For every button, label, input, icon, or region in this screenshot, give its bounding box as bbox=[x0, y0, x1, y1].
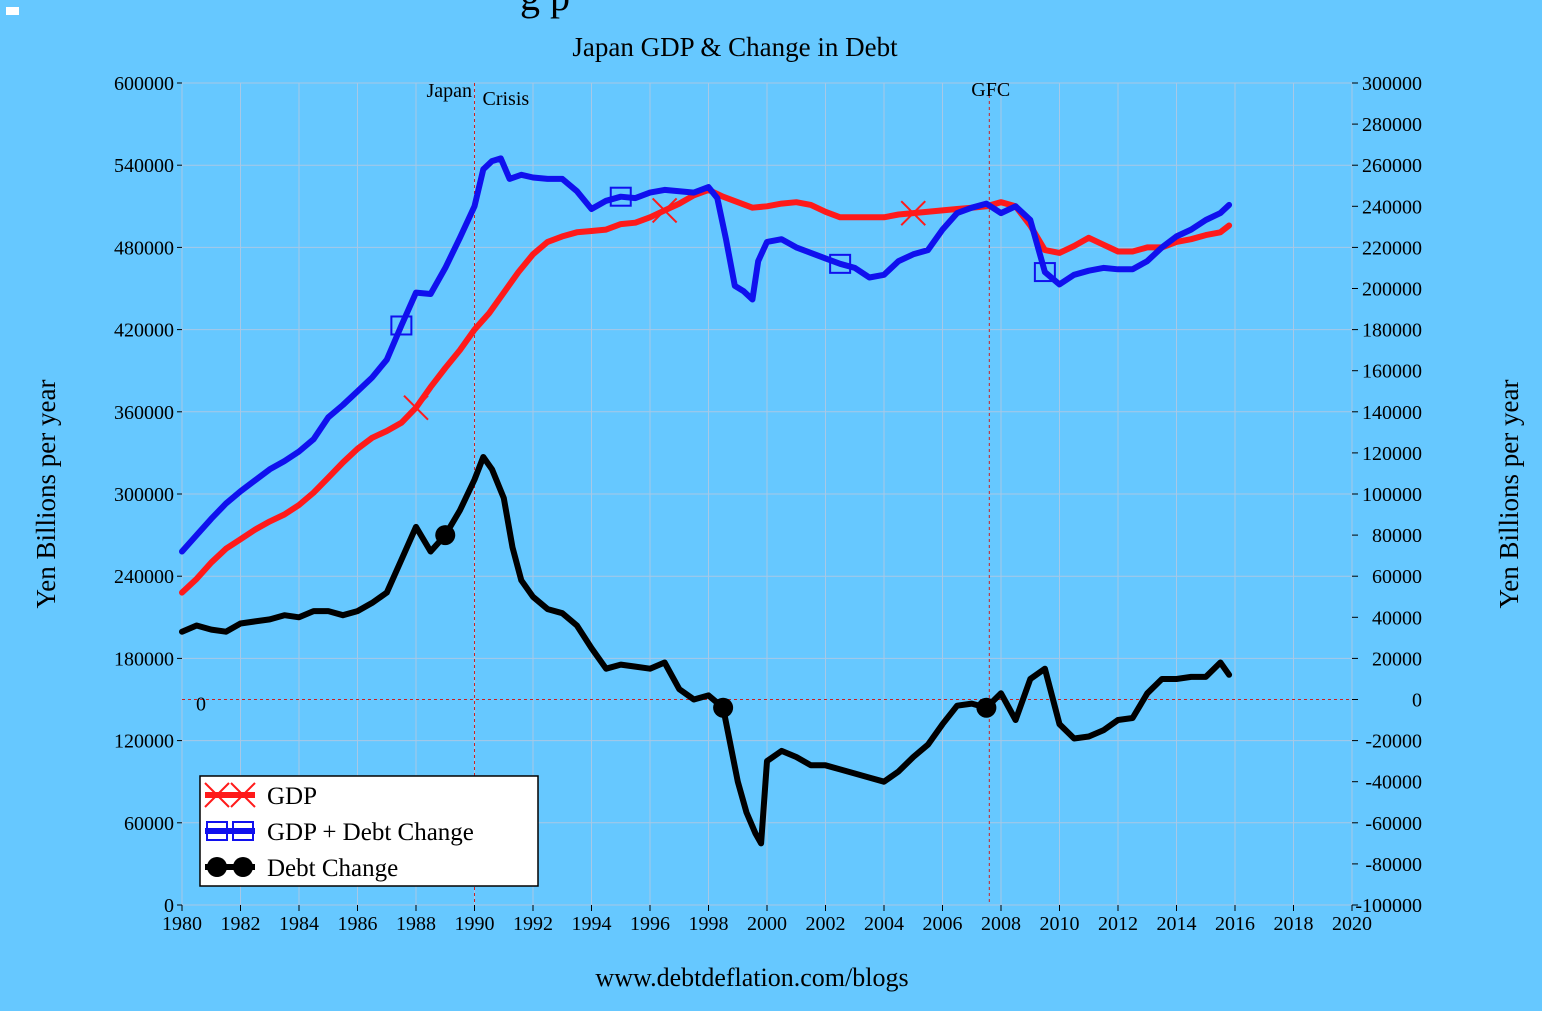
y-right-tick-label: 100000 bbox=[1362, 484, 1422, 506]
y-right-tick-label: 20000 bbox=[1372, 648, 1422, 670]
y-right-tick-label: 160000 bbox=[1362, 361, 1422, 383]
y-left-tick-label: 240000 bbox=[114, 566, 174, 588]
legend-label: GDP + Debt Change bbox=[267, 819, 474, 846]
series-marker bbox=[651, 197, 678, 224]
series-marker bbox=[1033, 262, 1056, 283]
x-tick-label: 2016 bbox=[1215, 913, 1255, 935]
y-left-tick-label: 0 bbox=[164, 895, 174, 917]
legend-label: Debt Change bbox=[267, 855, 398, 882]
series-marker bbox=[435, 525, 456, 546]
y-right-tick-label: 0 bbox=[1412, 690, 1422, 712]
x-tick-label: 1990 bbox=[455, 913, 495, 935]
x-tick-label: 1994 bbox=[572, 913, 612, 935]
zero-line-label: 0 bbox=[196, 694, 206, 716]
x-tick-label: 1984 bbox=[279, 913, 319, 935]
corner-marker bbox=[6, 7, 19, 15]
x-tick-label: 2010 bbox=[1040, 913, 1080, 935]
x-tick-label: 1986 bbox=[338, 913, 378, 935]
series-marker bbox=[232, 821, 254, 841]
series-marker bbox=[390, 315, 413, 336]
series-marker bbox=[976, 697, 997, 718]
x-tick-label: 1996 bbox=[630, 913, 670, 935]
series-marker bbox=[609, 186, 632, 207]
y-left-tick-label: 420000 bbox=[114, 320, 174, 342]
y-right-tick-label: 140000 bbox=[1362, 402, 1422, 424]
y-right-tick-label: -100000 bbox=[1355, 895, 1422, 917]
series-marker bbox=[207, 857, 227, 877]
y-right-tick-label: 40000 bbox=[1372, 607, 1422, 629]
x-tick-label: 1998 bbox=[689, 913, 729, 935]
y-left-tick-label: 600000 bbox=[114, 73, 174, 95]
chart-title: Japan GDP & Change in Debt bbox=[572, 32, 898, 62]
series-line-debt-change bbox=[179, 454, 1233, 847]
series-marker bbox=[900, 200, 926, 226]
x-tick-label: 2006 bbox=[923, 913, 963, 935]
y-axis-label-right: Yen Billions per year bbox=[1494, 380, 1524, 609]
y-right-tick-label: -60000 bbox=[1365, 813, 1422, 835]
annotation-label: Crisis bbox=[483, 88, 530, 110]
x-tick-label: 1980 bbox=[162, 913, 202, 935]
series-marker bbox=[230, 782, 256, 808]
x-tick-label: 2018 bbox=[1274, 913, 1314, 935]
x-tick-label: 1982 bbox=[221, 913, 261, 935]
y-right-tick-label: 260000 bbox=[1362, 155, 1422, 177]
y-right-tick-label: 280000 bbox=[1362, 114, 1422, 136]
x-tick-label: 2020 bbox=[1332, 913, 1372, 935]
y-right-tick-label: 240000 bbox=[1362, 196, 1422, 218]
y-right-tick-label: -80000 bbox=[1365, 854, 1422, 876]
y-right-tick-label: 300000 bbox=[1362, 73, 1422, 95]
footer-url: www.debtdeflation.com/blogs bbox=[595, 963, 908, 992]
x-tick-label: 2014 bbox=[1157, 913, 1197, 935]
axes: 1980 1982 1984 1986 1988 1990 1992 1994 1996 1998… bbox=[114, 73, 1422, 935]
y-right-tick-label: 200000 bbox=[1362, 279, 1422, 301]
cropped-title: g p bbox=[520, 0, 570, 19]
annotation-label: Japan bbox=[427, 80, 473, 102]
y-right-tick-label: 180000 bbox=[1362, 320, 1422, 342]
x-tick-label: 1988 bbox=[396, 913, 436, 935]
legend-box bbox=[199, 775, 539, 887]
series-marker bbox=[233, 857, 253, 877]
y-axis-label-left: Yen Billions per year bbox=[31, 380, 61, 609]
x-tick-label: 2008 bbox=[981, 913, 1021, 935]
series-marker bbox=[713, 697, 734, 718]
x-tick-label: 2012 bbox=[1098, 913, 1138, 935]
y-left-tick-label: 360000 bbox=[114, 402, 174, 424]
y-right-tick-label: 120000 bbox=[1362, 443, 1422, 465]
y-left-tick-label: 300000 bbox=[114, 484, 174, 506]
y-right-tick-label: 80000 bbox=[1372, 525, 1422, 547]
legend: GDP GDP + Debt Change Debt Change bbox=[199, 775, 539, 887]
y-right-tick-label: 220000 bbox=[1362, 237, 1422, 259]
series-line-gdp bbox=[179, 186, 1233, 596]
series-marker bbox=[204, 782, 230, 808]
series-lines bbox=[179, 155, 1233, 847]
x-tick-label: 2004 bbox=[864, 913, 904, 935]
series-marker bbox=[206, 821, 228, 841]
series-line-gdp-debt-change bbox=[179, 155, 1233, 555]
y-right-tick-label: -20000 bbox=[1365, 731, 1422, 753]
y-right-tick-label: -40000 bbox=[1365, 772, 1422, 794]
y-left-tick-label: 60000 bbox=[124, 813, 174, 835]
legend-label: GDP bbox=[267, 783, 317, 810]
y-left-tick-label: 120000 bbox=[114, 731, 174, 753]
x-tick-label: 2000 bbox=[747, 913, 787, 935]
reference-lines: 0 Japan Crisis GFC bbox=[182, 79, 1352, 905]
y-right-tick-label: 60000 bbox=[1372, 566, 1422, 588]
x-tick-label: 2002 bbox=[806, 913, 846, 935]
series-marker bbox=[829, 253, 852, 274]
annotation-label: GFC bbox=[971, 79, 1010, 101]
y-left-tick-label: 480000 bbox=[114, 237, 174, 259]
y-left-tick-label: 540000 bbox=[114, 155, 174, 177]
series-marker bbox=[403, 394, 429, 421]
y-left-tick-label: 180000 bbox=[114, 648, 174, 670]
x-tick-label: 1992 bbox=[513, 913, 553, 935]
